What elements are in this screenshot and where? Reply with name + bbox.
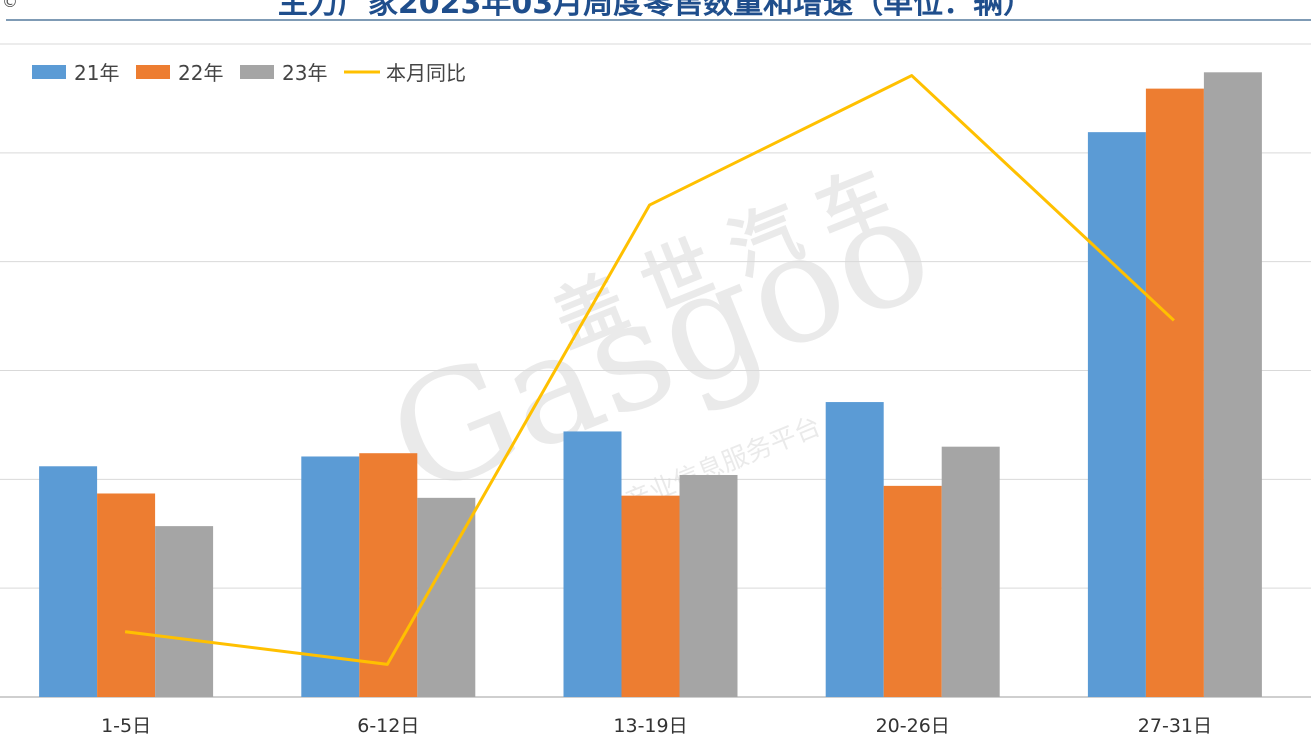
legend-label: 21年 bbox=[74, 61, 119, 85]
x-tick-label: 6-12日 bbox=[357, 715, 419, 737]
bar-22年-6-12日 bbox=[359, 453, 418, 697]
bar-21年-1-5日 bbox=[39, 466, 98, 697]
title-divider bbox=[6, 19, 1311, 21]
x-tick-label: 20-26日 bbox=[876, 715, 950, 737]
bar-23年-1-5日 bbox=[155, 526, 214, 697]
legend-swatch bbox=[136, 65, 170, 79]
bar-22年-27-31日 bbox=[1145, 88, 1204, 698]
x-tick-label: 1-5日 bbox=[101, 715, 151, 737]
x-tick-label: 13-19日 bbox=[613, 715, 687, 737]
bar-23年-13-19日 bbox=[679, 474, 738, 697]
corner-mark: © bbox=[2, 0, 18, 11]
bar-23年-27-31日 bbox=[1203, 72, 1262, 697]
x-tick-label: 27-31日 bbox=[1138, 715, 1212, 737]
bar-23年-20-26日 bbox=[941, 446, 1000, 697]
bar-22年-20-26日 bbox=[883, 485, 942, 697]
bar-22年-13-19日 bbox=[621, 495, 680, 697]
legend-swatch bbox=[240, 65, 274, 79]
bar-21年-13-19日 bbox=[563, 431, 622, 697]
legend-label: 本月同比 bbox=[386, 61, 466, 85]
legend-label: 23年 bbox=[282, 61, 327, 85]
legend-label: 22年 bbox=[178, 61, 223, 85]
bar-22年-1-5日 bbox=[97, 493, 156, 697]
chart-title: 主力厂家2023年03月周度零售数量和增速（单位：辆） bbox=[277, 0, 1034, 21]
bar-21年-27-31日 bbox=[1087, 132, 1146, 697]
bar-21年-20-26日 bbox=[825, 402, 884, 697]
legend-swatch bbox=[32, 65, 66, 79]
